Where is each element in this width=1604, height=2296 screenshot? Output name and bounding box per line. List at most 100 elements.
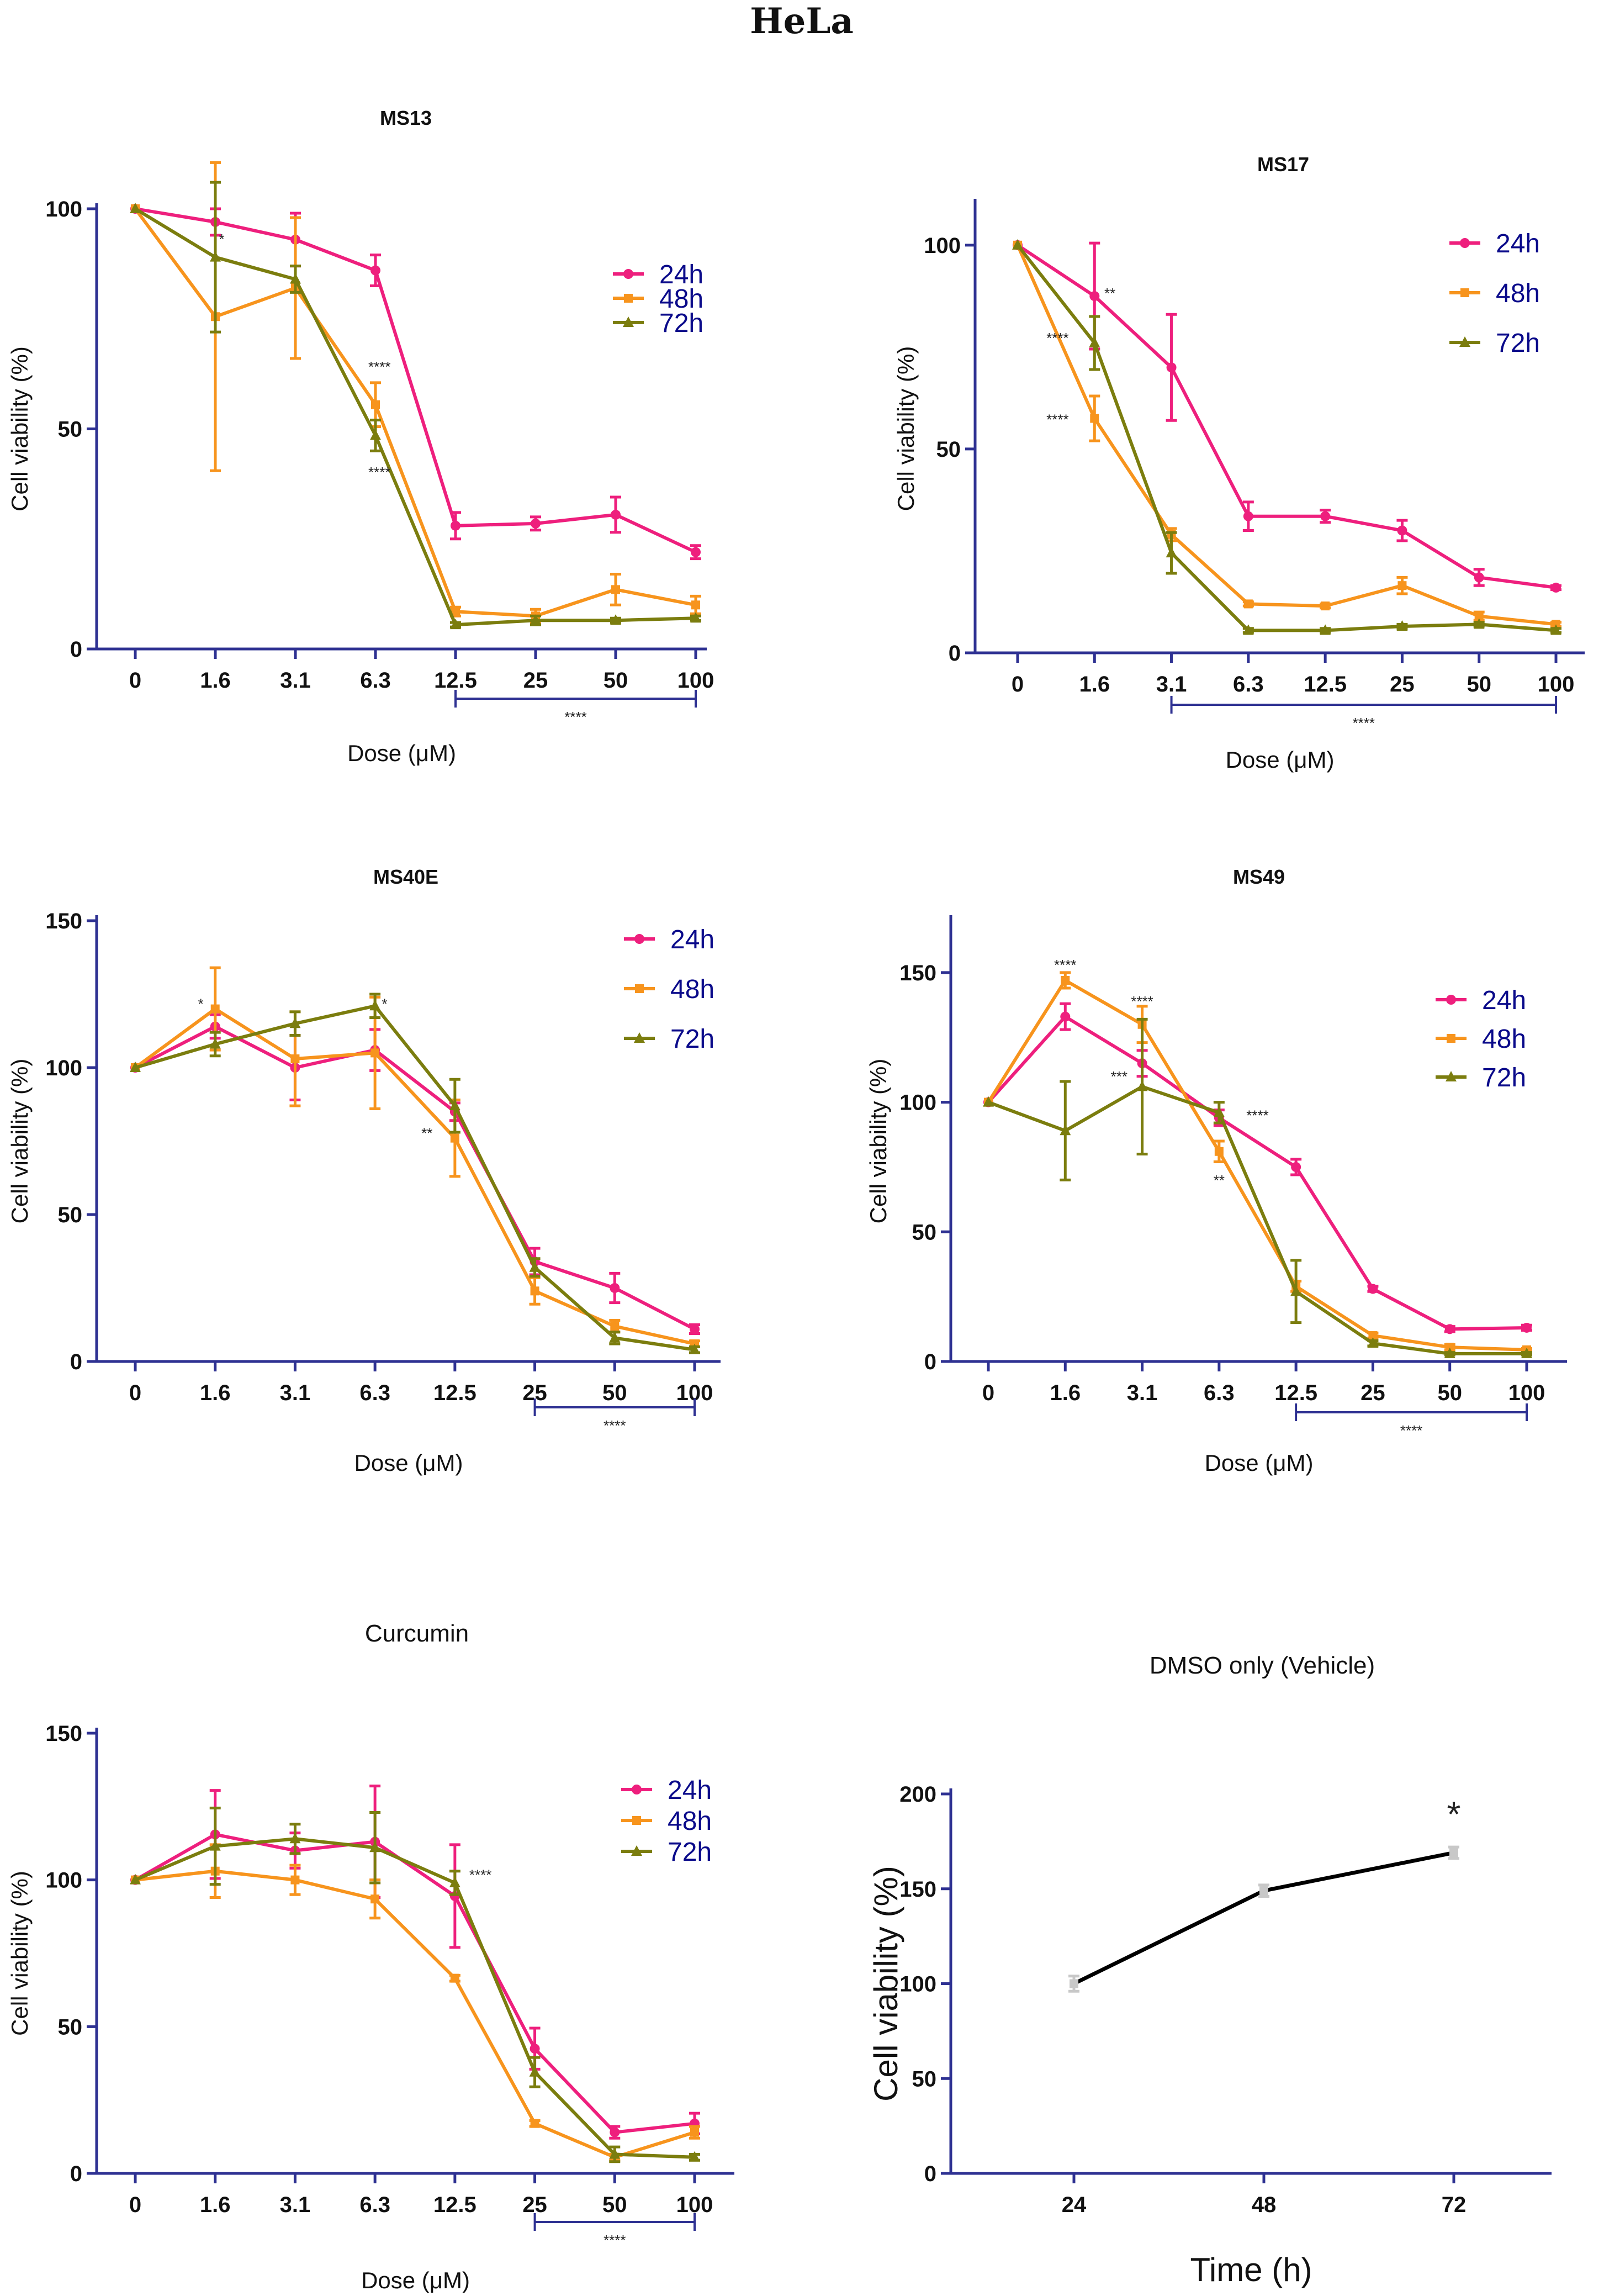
x-tick-label: 6.3 xyxy=(359,1381,390,1405)
y-tick-label: 100 xyxy=(899,1972,936,1997)
data-point xyxy=(1449,1848,1458,1857)
chart-title: Curcumin xyxy=(365,1620,469,1647)
bracket-label: **** xyxy=(1353,715,1375,731)
series-line xyxy=(135,207,697,554)
x-tick-label: 25 xyxy=(1361,1381,1385,1405)
legend-marker xyxy=(1446,995,1456,1005)
series-72h xyxy=(130,181,701,630)
data-point xyxy=(529,1261,541,1272)
data-point xyxy=(209,1038,221,1049)
chart-title: MS40E xyxy=(373,865,438,888)
y-tick-label: 0 xyxy=(70,1350,82,1374)
data-point xyxy=(449,1876,460,1887)
y-tick-label: 50 xyxy=(58,2015,83,2039)
legend-label: 48h xyxy=(659,284,703,314)
x-tick-label: 12.5 xyxy=(434,668,477,693)
data-point xyxy=(290,1875,300,1885)
legend-label: 48h xyxy=(668,1807,712,1836)
legend-marker xyxy=(635,984,644,993)
x-tick-label: 3.1 xyxy=(280,2193,311,2217)
data-point xyxy=(130,1062,141,1072)
significance-label: * xyxy=(219,231,225,247)
x-axis-label: Dose (μM) xyxy=(1226,747,1335,773)
data-point xyxy=(530,614,541,625)
x-tick-label: 6.3 xyxy=(359,2193,390,2217)
data-point xyxy=(610,614,621,625)
data-point xyxy=(609,1332,621,1343)
data-point xyxy=(1166,362,1177,373)
legend-marker xyxy=(1459,336,1470,347)
chart-title: MS49 xyxy=(1233,865,1285,888)
series-line xyxy=(1073,1851,1454,1986)
data-point xyxy=(691,547,701,557)
data-point xyxy=(1551,582,1561,593)
x-axis-label: Dose (μM) xyxy=(347,740,456,766)
data-point xyxy=(1552,620,1560,629)
x-axis-label: Dose (μM) xyxy=(354,1450,463,1476)
y-tick-label: 100 xyxy=(45,1869,82,1893)
legend-label: 48h xyxy=(1496,279,1540,308)
y-tick-label: 0 xyxy=(949,641,961,666)
legend-label: 24h xyxy=(1482,986,1526,1015)
series-72h xyxy=(1012,239,1561,635)
legend-label: 72h xyxy=(1482,1063,1526,1092)
x-tick-label: 50 xyxy=(1437,1381,1462,1405)
data-point xyxy=(610,1322,620,1331)
y-tick-label: 50 xyxy=(936,437,961,462)
data-point xyxy=(1290,1285,1302,1296)
series-72h xyxy=(983,1017,1532,1358)
legend-label: 24h xyxy=(668,1776,712,1805)
data-point xyxy=(1396,620,1408,631)
legend-marker xyxy=(634,1032,645,1043)
significance-label: **** xyxy=(469,1867,491,1883)
data-point xyxy=(1070,1979,1078,1988)
data-point xyxy=(1473,618,1485,629)
y-tick-label: 100 xyxy=(45,1056,82,1080)
significance-label: * xyxy=(1447,1794,1461,1834)
data-point xyxy=(1242,624,1254,635)
series-line xyxy=(1016,244,1557,632)
significance-label: * xyxy=(198,996,204,1012)
data-point xyxy=(1061,975,1070,985)
x-tick-label: 1.6 xyxy=(1079,672,1110,696)
data-point xyxy=(1445,1343,1454,1352)
y-tick-label: 100 xyxy=(924,234,961,258)
data-point xyxy=(290,273,301,284)
legend-label: 48h xyxy=(670,975,714,1004)
x-tick-label: 100 xyxy=(1538,672,1575,696)
x-tick-label: 50 xyxy=(1467,672,1491,696)
y-tick-label: 0 xyxy=(924,2162,936,2186)
data-point xyxy=(1320,511,1331,521)
data-point xyxy=(1368,1331,1378,1340)
data-point xyxy=(610,1283,620,1293)
y-tick-label: 200 xyxy=(899,1782,936,1807)
significance-label: **** xyxy=(368,358,390,375)
data-point xyxy=(1444,1347,1455,1358)
data-point xyxy=(1550,624,1561,635)
series-line xyxy=(134,1007,695,1346)
legend-marker xyxy=(634,934,644,944)
data-point xyxy=(289,1017,301,1028)
y-tick-label: 50 xyxy=(912,2067,937,2091)
series-line xyxy=(135,1869,695,2159)
x-tick-label: 1.6 xyxy=(200,1381,231,1405)
legend-label: 72h xyxy=(668,1838,712,1867)
data-point xyxy=(210,251,221,262)
figure-title: HeLa xyxy=(750,1,854,42)
data-point xyxy=(451,607,460,616)
series-line xyxy=(134,1025,696,1331)
x-tick-label: 100 xyxy=(676,2193,713,2217)
data-point xyxy=(371,400,380,409)
data-point xyxy=(289,1833,301,1844)
x-tick-label: 72 xyxy=(1442,2193,1467,2217)
significance-label: **** xyxy=(368,464,390,481)
x-tick-label: 100 xyxy=(677,668,714,693)
y-axis-label: Cell viability (%) xyxy=(893,346,919,511)
y-tick-label: 150 xyxy=(45,909,82,933)
chart-ms17: MS17 0 50 100 0 1.6 3.1 6.3 12.5 25 50 100 Dose (μM)… xyxy=(893,153,1585,773)
data-point xyxy=(691,600,700,610)
x-axis-label: Dose (μM) xyxy=(361,2267,470,2293)
